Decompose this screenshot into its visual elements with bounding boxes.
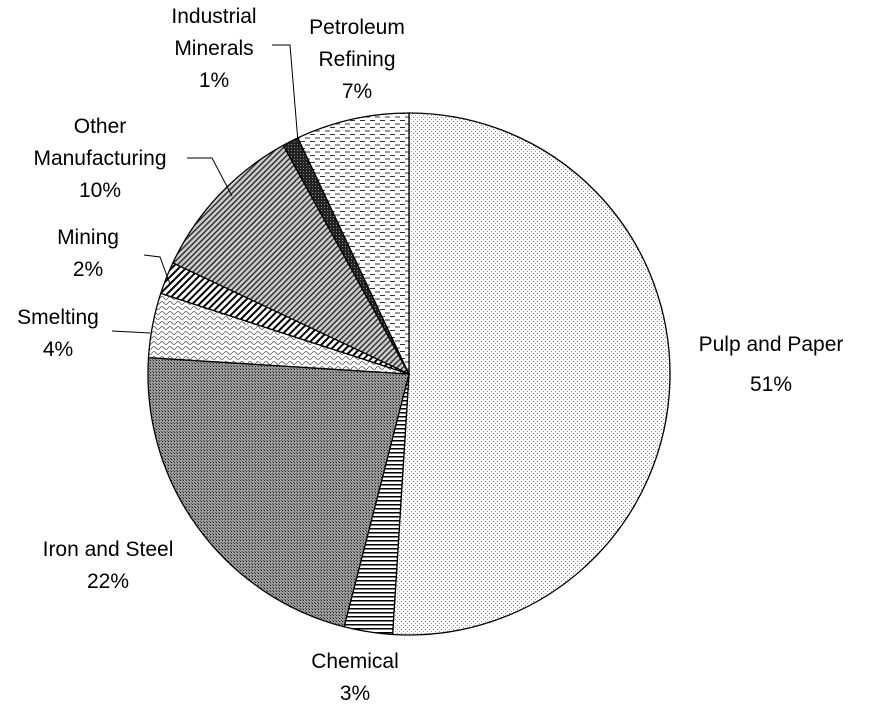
slice-label: Iron and Steel 22% — [0, 534, 218, 598]
slice-label: Other Manufacturing 10% — [5, 111, 195, 207]
percent-label: 4% — [42, 338, 74, 361]
category-name: Petroleum Refining — [309, 16, 405, 71]
percent-label: 10% — [78, 179, 122, 202]
category-name: Mining — [57, 226, 119, 249]
slice-label: Chemical 3% — [275, 646, 435, 710]
leader-lines — [111, 44, 299, 334]
category-name: Industrial Minerals — [171, 5, 257, 60]
slice-label: Smelting 4% — [0, 302, 118, 366]
leader-line — [272, 44, 299, 143]
slice-label: Industrial Minerals 1% — [149, 1, 279, 97]
percent-label: 51% — [749, 373, 793, 396]
category-name: Smelting — [17, 306, 99, 329]
slice-label: Pulp and Paper 51% — [661, 329, 869, 401]
leader-line — [187, 157, 233, 197]
pie-slice — [171, 144, 411, 376]
percent-label: 22% — [86, 570, 130, 593]
slice-label: Petroleum Refining 7% — [292, 12, 422, 108]
category-name: Pulp and Paper — [698, 333, 844, 356]
percent-label: 2% — [72, 258, 104, 281]
category-name: Other Manufacturing — [33, 115, 167, 170]
percent-label: 7% — [341, 80, 373, 103]
percent-label: 3% — [339, 682, 371, 705]
percent-label: 1% — [198, 69, 230, 92]
category-name: Chemical — [311, 650, 399, 673]
leader-line — [143, 254, 171, 285]
category-name: Iron and Steel — [42, 538, 174, 561]
pie-slice — [297, 112, 410, 375]
pie-slice — [391, 112, 671, 636]
leader-line — [111, 330, 151, 334]
pie-slice — [147, 356, 410, 628]
slice-label: Mining 2% — [28, 222, 148, 286]
